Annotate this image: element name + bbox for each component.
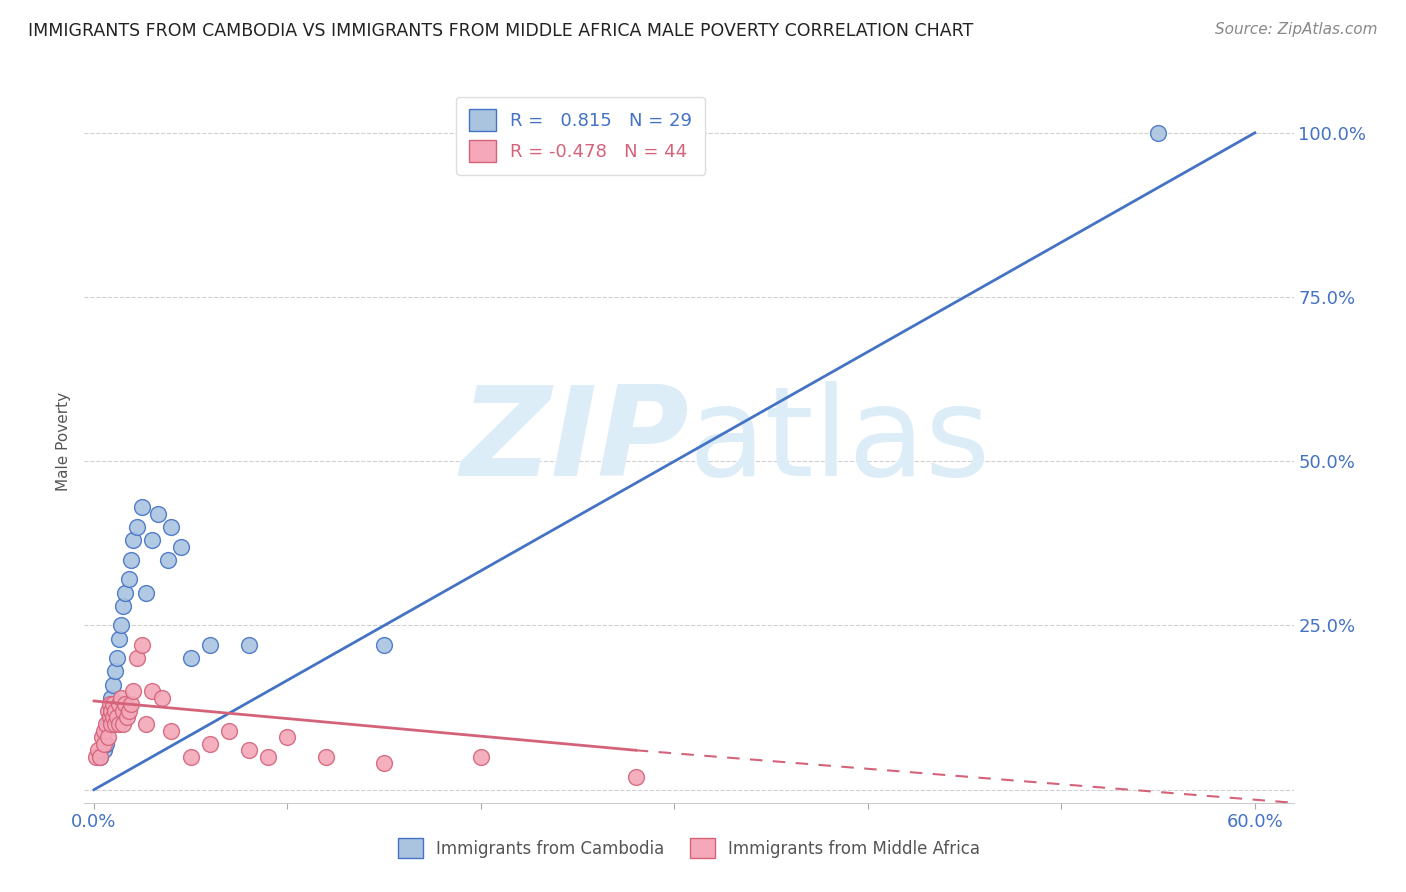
Point (100, 704, 122, 718)
Point (624, 770, 647, 784)
Point (110, 618, 132, 632)
Point (180, 651, 202, 665)
Point (135, 717, 157, 731)
Point (94, 737, 117, 751)
Point (373, 756, 395, 771)
Point (112, 717, 135, 731)
Point (97, 717, 120, 731)
Point (470, 749, 492, 764)
Point (115, 710, 138, 724)
Point (84, 749, 107, 764)
Point (198, 737, 221, 751)
Point (150, 690, 173, 705)
Point (89, 749, 111, 764)
Point (141, 684, 163, 698)
Point (218, 723, 240, 738)
Point (104, 665, 127, 679)
Point (238, 743, 260, 757)
Text: IMMIGRANTS FROM CAMBODIA VS IMMIGRANTS FROM MIDDLE AFRICA MALE POVERTY CORRELATI: IMMIGRANTS FROM CAMBODIA VS IMMIGRANTS F… (28, 22, 973, 40)
Point (238, 638, 260, 652)
Point (160, 520, 183, 534)
Point (103, 710, 125, 724)
Point (141, 533, 163, 547)
Text: atlas: atlas (689, 381, 991, 502)
Point (373, 638, 395, 652)
Point (104, 717, 127, 731)
Point (93, 737, 115, 751)
Point (93, 723, 115, 738)
Point (114, 585, 136, 599)
Point (100, 717, 122, 731)
Point (105, 651, 128, 665)
Point (98, 698, 121, 712)
Point (146, 507, 169, 521)
Point (104, 704, 127, 718)
Point (198, 638, 221, 652)
Point (103, 677, 125, 691)
Y-axis label: Male Poverty: Male Poverty (56, 392, 72, 491)
Point (121, 684, 143, 698)
Point (257, 749, 280, 764)
Point (112, 599, 135, 613)
Point (105, 710, 128, 724)
Point (120, 553, 142, 567)
Point (89, 749, 111, 764)
Point (110, 690, 132, 705)
Point (87, 743, 110, 757)
Point (108, 698, 131, 712)
Text: ZIP: ZIP (460, 381, 689, 502)
Point (108, 632, 131, 646)
Point (170, 540, 193, 554)
Point (160, 723, 183, 738)
Point (112, 704, 135, 718)
Point (135, 585, 157, 599)
Point (98, 710, 121, 724)
Point (125, 520, 148, 534)
Point (180, 749, 202, 764)
Point (93, 743, 115, 757)
Point (118, 573, 141, 587)
Point (97, 730, 120, 744)
Point (103, 698, 125, 712)
Point (156, 553, 179, 567)
Point (131, 500, 153, 515)
Point (90, 730, 112, 744)
Point (125, 651, 148, 665)
Point (98, 710, 121, 724)
Point (114, 698, 136, 712)
Point (100, 690, 122, 705)
Point (276, 730, 298, 744)
Point (120, 698, 142, 712)
Legend: Immigrants from Cambodia, Immigrants from Middle Africa: Immigrants from Cambodia, Immigrants fro… (389, 830, 988, 867)
Point (131, 638, 153, 652)
Point (121, 533, 143, 547)
Point (108, 717, 131, 731)
Point (97, 704, 120, 718)
Point (94, 717, 117, 731)
Point (1147, 126, 1170, 140)
Text: Source: ZipAtlas.com: Source: ZipAtlas.com (1215, 22, 1378, 37)
Point (118, 704, 141, 718)
Point (315, 749, 337, 764)
